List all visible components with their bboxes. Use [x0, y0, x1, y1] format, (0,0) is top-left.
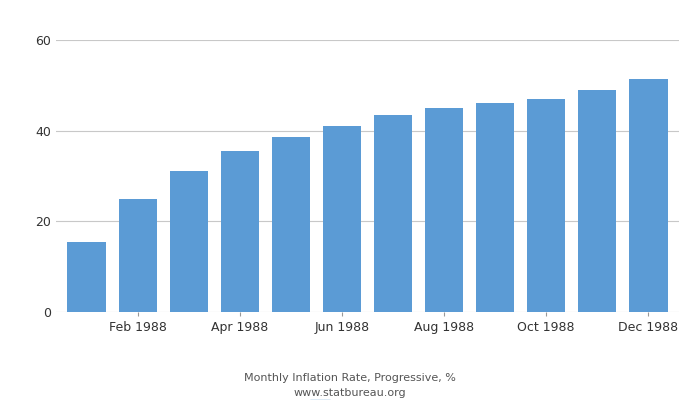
Legend: Mexico, 1988: Mexico, 1988: [304, 395, 430, 400]
Bar: [272, 138, 310, 312]
Bar: [220, 151, 259, 312]
Bar: [425, 108, 463, 312]
Bar: [374, 115, 412, 312]
Bar: [629, 78, 668, 312]
Bar: [67, 242, 106, 312]
Bar: [118, 199, 157, 312]
Bar: [527, 99, 566, 312]
Bar: [169, 172, 208, 312]
Bar: [578, 90, 617, 312]
Text: Monthly Inflation Rate, Progressive, %: Monthly Inflation Rate, Progressive, %: [244, 373, 456, 383]
Text: www.statbureau.org: www.statbureau.org: [294, 388, 406, 398]
Bar: [476, 104, 514, 312]
Bar: [323, 126, 361, 312]
